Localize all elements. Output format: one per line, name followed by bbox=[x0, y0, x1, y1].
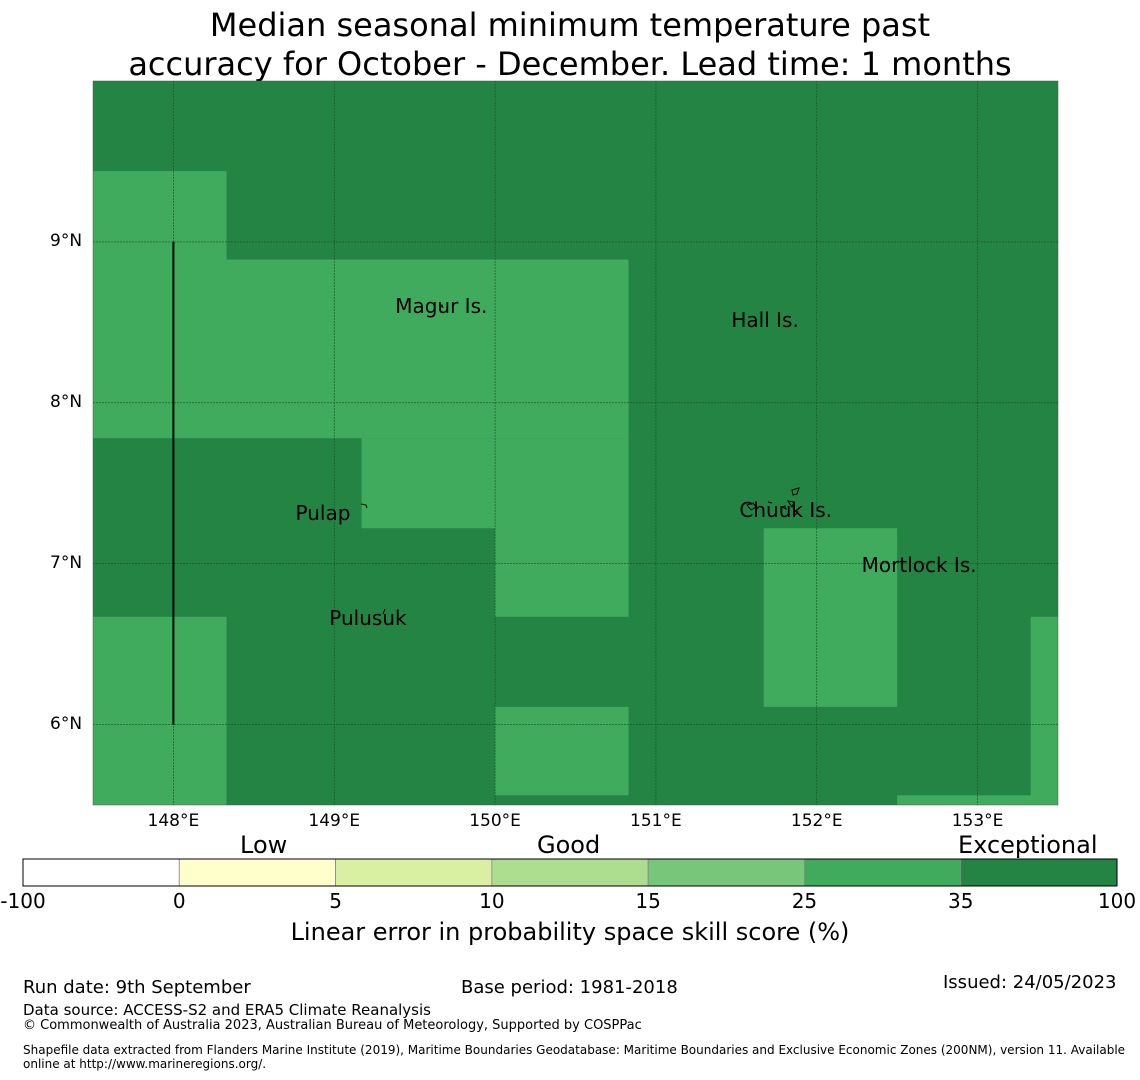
skill-cell-good bbox=[93, 616, 227, 805]
colorbar-tick-label: 0 bbox=[172, 889, 186, 913]
latitude-label: 6°N bbox=[50, 713, 83, 734]
colorbar-title: Linear error in probability space skill … bbox=[290, 918, 850, 946]
legend-category-exceptional: Exceptional bbox=[958, 831, 1098, 859]
skill-cells bbox=[93, 171, 1058, 805]
colorbar-tick-label: 15 bbox=[635, 889, 661, 913]
island-outline bbox=[767, 501, 773, 504]
colorbar-tick-label: -100 bbox=[0, 889, 46, 913]
colorbar-tick-label: 35 bbox=[947, 889, 974, 913]
skill-cell-good bbox=[1030, 616, 1058, 805]
skill-cell-good bbox=[93, 171, 227, 439]
island-outline bbox=[746, 502, 757, 511]
shapefile-credit-line-1: Shapefile data extracted from Flanders M… bbox=[23, 1043, 1126, 1057]
colorbar-bin bbox=[960, 858, 1118, 887]
skill-cell-good bbox=[226, 259, 629, 439]
colorbar-tick-label: 25 bbox=[791, 889, 818, 913]
data-source: Data source: ACCESS-S2 and ERA5 Climate … bbox=[23, 1001, 431, 1019]
island-outlines bbox=[360, 303, 800, 615]
island-outline bbox=[791, 487, 800, 496]
island-outline bbox=[439, 303, 444, 310]
longitude-label: 148°E bbox=[147, 811, 200, 831]
graticule bbox=[93, 81, 1058, 805]
place-label: Hall Is. bbox=[731, 308, 799, 333]
skill-cell-good bbox=[897, 795, 1058, 805]
colorbar-tick-label: 10 bbox=[479, 889, 505, 913]
colorbar-tick-label: 100 bbox=[1097, 889, 1137, 913]
longitude-label: 153°E bbox=[951, 811, 1004, 831]
colorbar-bin bbox=[178, 858, 336, 887]
latitude-label: 8°N bbox=[50, 391, 83, 412]
longitude-label: 151°E bbox=[630, 811, 682, 831]
legend-category-good: Good bbox=[537, 831, 601, 859]
copyright-notice: © Commonwealth of Australia 2023, Austra… bbox=[23, 1018, 642, 1033]
colorbar-outline bbox=[22, 858, 1118, 887]
colorbar bbox=[22, 858, 1118, 887]
island-outline bbox=[780, 505, 787, 510]
island-outline bbox=[793, 509, 799, 517]
longitude-label: 152°E bbox=[790, 811, 843, 831]
place-label: Pulusuk bbox=[329, 605, 407, 630]
latitude-label: 7°N bbox=[50, 552, 83, 573]
map-frame bbox=[92, 80, 1059, 806]
skill-cell-good bbox=[495, 438, 629, 617]
base-period: Base period: 1981-2018 bbox=[461, 977, 678, 998]
latitude-label: 9°N bbox=[50, 230, 83, 251]
colorbar-bin bbox=[491, 858, 649, 887]
colorbar-bin bbox=[647, 858, 805, 887]
colorbar-tick-label: 5 bbox=[329, 889, 342, 913]
map-plot bbox=[92, 80, 1059, 806]
island-outline bbox=[786, 500, 795, 509]
place-label: Chuuk Is. bbox=[739, 498, 833, 523]
skill-cell-good bbox=[495, 706, 629, 796]
place-label: Magur Is. bbox=[395, 293, 488, 318]
longitude-label: 150°E bbox=[469, 811, 521, 831]
island-outline bbox=[382, 608, 386, 615]
place-label: Mortlock Is. bbox=[861, 552, 977, 577]
shapefile-credit-line-2: online at http://www.marineregions.org/. bbox=[23, 1057, 267, 1071]
colorbar-bin bbox=[804, 858, 962, 887]
map-title-line-2: accuracy for October - December. Lead ti… bbox=[128, 45, 1012, 83]
legend-category-low: Low bbox=[240, 831, 288, 859]
map-title-line-1: Median seasonal minimum temperature past bbox=[209, 6, 931, 44]
colorbar-bin bbox=[22, 858, 180, 887]
place-label: Pulap bbox=[295, 501, 351, 526]
colorbar-bin bbox=[335, 858, 493, 887]
skill-cell-good bbox=[361, 438, 496, 529]
skill-cell-good bbox=[763, 528, 898, 707]
issued-date: Issued: 24/05/2023 bbox=[943, 972, 1117, 993]
run-date: Run date: 9th September bbox=[23, 977, 251, 998]
longitude-label: 149°E bbox=[308, 811, 361, 831]
island-outline bbox=[360, 503, 368, 509]
